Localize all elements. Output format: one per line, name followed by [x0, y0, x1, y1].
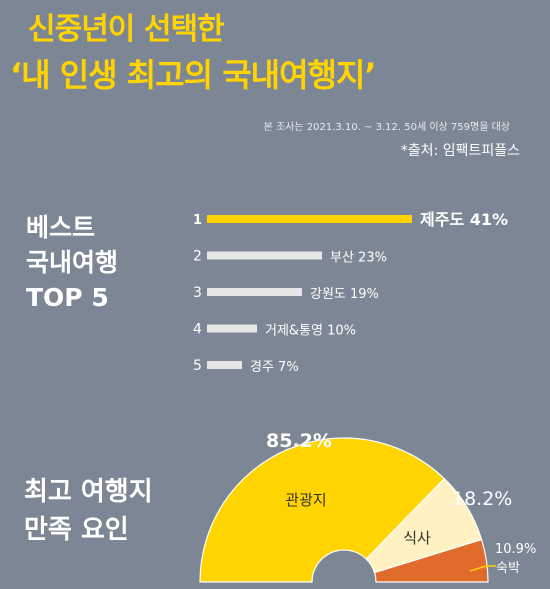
bar-value-label: 제주도 41% [420, 210, 508, 229]
survey-note: 본 조사는 2021.3.10. ~ 3.12. 50세 이상 759명을 대상 [263, 122, 510, 133]
top5-title-line: 국내여행 [26, 248, 119, 277]
bar-4 [207, 324, 257, 333]
donut-slice-3 [373, 538, 489, 583]
slice-category-label: 식사 [403, 529, 431, 547]
bar-1 [207, 215, 412, 223]
slice-value-label: 85.2% [266, 430, 332, 452]
bar-3 [207, 288, 302, 296]
satisfaction-section-title: 최고 여행지 만족 요인 [24, 474, 153, 549]
donut-slice-1 [199, 437, 446, 583]
stay-leader-line [469, 565, 496, 572]
top5-title-line: 베스트 [26, 213, 96, 242]
slice-value-label: 18.2% [452, 488, 512, 510]
slice-category-label: 관광지 [285, 491, 326, 509]
top5-bar-chart: 1 제주도 41% 2 부산 23% 3 강원도 19% 4 거제&통영 10% 5 경주 7% [193, 210, 508, 375]
bar-rank-label: 2 [193, 249, 202, 265]
bar-value-label: 강원도 19% [310, 287, 379, 302]
title-line-2: ‘내 인생 최고의 국내여행지’ [10, 56, 377, 94]
slice-category-label: 숙박 [496, 561, 520, 576]
satisfaction-title-line: 최고 여행지 [24, 477, 153, 507]
top5-title-line: TOP 5 [26, 283, 109, 312]
slice-value-label: 10.9% [495, 542, 536, 557]
bar-value-label: 부산 23% [330, 251, 387, 266]
top5-section-title: 베스트 국내여행 TOP 5 [26, 210, 118, 315]
bar-value-label: 경주 7% [250, 360, 299, 375]
source-note: *출처: 임팩트피플스 [400, 143, 520, 159]
bar-5 [207, 361, 242, 369]
bar-rank-label: 5 [193, 358, 202, 374]
title-line-1: 신중년이 선택한 [28, 12, 225, 47]
bar-value-label: 거제&통영 10% [265, 324, 356, 339]
bar-rank-label: 4 [193, 322, 202, 338]
bar-2 [207, 251, 322, 260]
bar-rank-label: 1 [193, 213, 202, 228]
bar-rank-label: 3 [193, 285, 202, 301]
satisfaction-title-line: 만족 요인 [24, 514, 129, 545]
